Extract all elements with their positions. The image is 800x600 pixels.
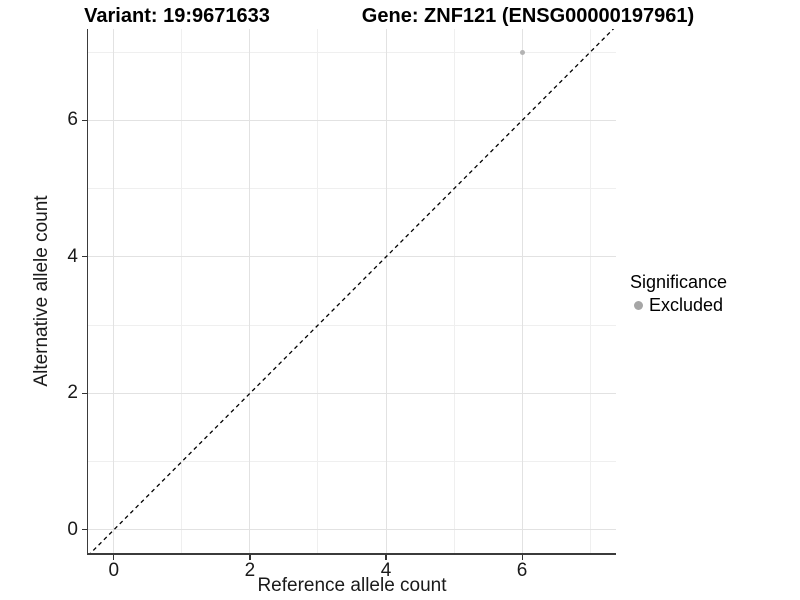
x-gridline-minor bbox=[589, 29, 591, 553]
plot-panel bbox=[88, 29, 616, 553]
y-gridline-major bbox=[88, 256, 616, 258]
x-axis-line bbox=[86, 553, 616, 555]
variant-title: Variant: 19:9671633 bbox=[84, 5, 270, 27]
excluded-point-icon bbox=[634, 301, 643, 310]
x-gridline-minor bbox=[317, 29, 319, 553]
legend-item-excluded: Excluded bbox=[630, 295, 727, 316]
x-tick-mark bbox=[113, 554, 115, 560]
x-gridline-major bbox=[249, 29, 251, 553]
x-tick-mark bbox=[385, 554, 387, 560]
x-gridline-minor bbox=[181, 29, 183, 553]
y-tick-label: 6 bbox=[67, 109, 78, 131]
y-gridline-minor bbox=[88, 188, 616, 190]
legend: Significance Excluded bbox=[630, 272, 727, 316]
y-tick-mark bbox=[81, 119, 87, 121]
y-tick-mark bbox=[81, 392, 87, 394]
x-gridline-major bbox=[385, 29, 387, 553]
y-gridline-minor bbox=[88, 51, 616, 53]
legend-item-label: Excluded bbox=[649, 295, 724, 315]
x-tick-label: 6 bbox=[516, 560, 528, 581]
y-gridline-major bbox=[88, 119, 616, 121]
x-tick-mark bbox=[249, 554, 251, 560]
x-tick-label: 4 bbox=[380, 560, 392, 581]
x-tick-mark bbox=[521, 554, 523, 560]
x-tick-label: 2 bbox=[244, 560, 256, 581]
x-tick-label: 0 bbox=[108, 560, 120, 581]
x-gridline-major bbox=[521, 29, 523, 553]
identity-line bbox=[89, 29, 615, 553]
y-axis-title: Alternative allele count bbox=[31, 195, 52, 387]
x-axis-title: Reference allele count bbox=[257, 575, 447, 596]
gene-title: Gene: ZNF121 (ENSG00000197961) bbox=[361, 5, 695, 27]
y-gridline-major bbox=[88, 529, 616, 531]
y-axis-line bbox=[86, 29, 88, 555]
data-point bbox=[519, 49, 525, 55]
y-tick-mark bbox=[81, 529, 87, 531]
y-tick-label: 2 bbox=[67, 382, 78, 404]
legend-title: Significance bbox=[630, 272, 728, 292]
y-tick-label: 4 bbox=[67, 245, 78, 267]
y-gridline-minor bbox=[88, 461, 616, 463]
y-tick-label: 0 bbox=[67, 518, 78, 540]
x-gridline-minor bbox=[453, 29, 455, 553]
x-gridline-major bbox=[113, 29, 115, 553]
y-gridline-minor bbox=[88, 324, 616, 326]
y-gridline-major bbox=[88, 392, 616, 394]
y-tick-mark bbox=[81, 256, 87, 258]
